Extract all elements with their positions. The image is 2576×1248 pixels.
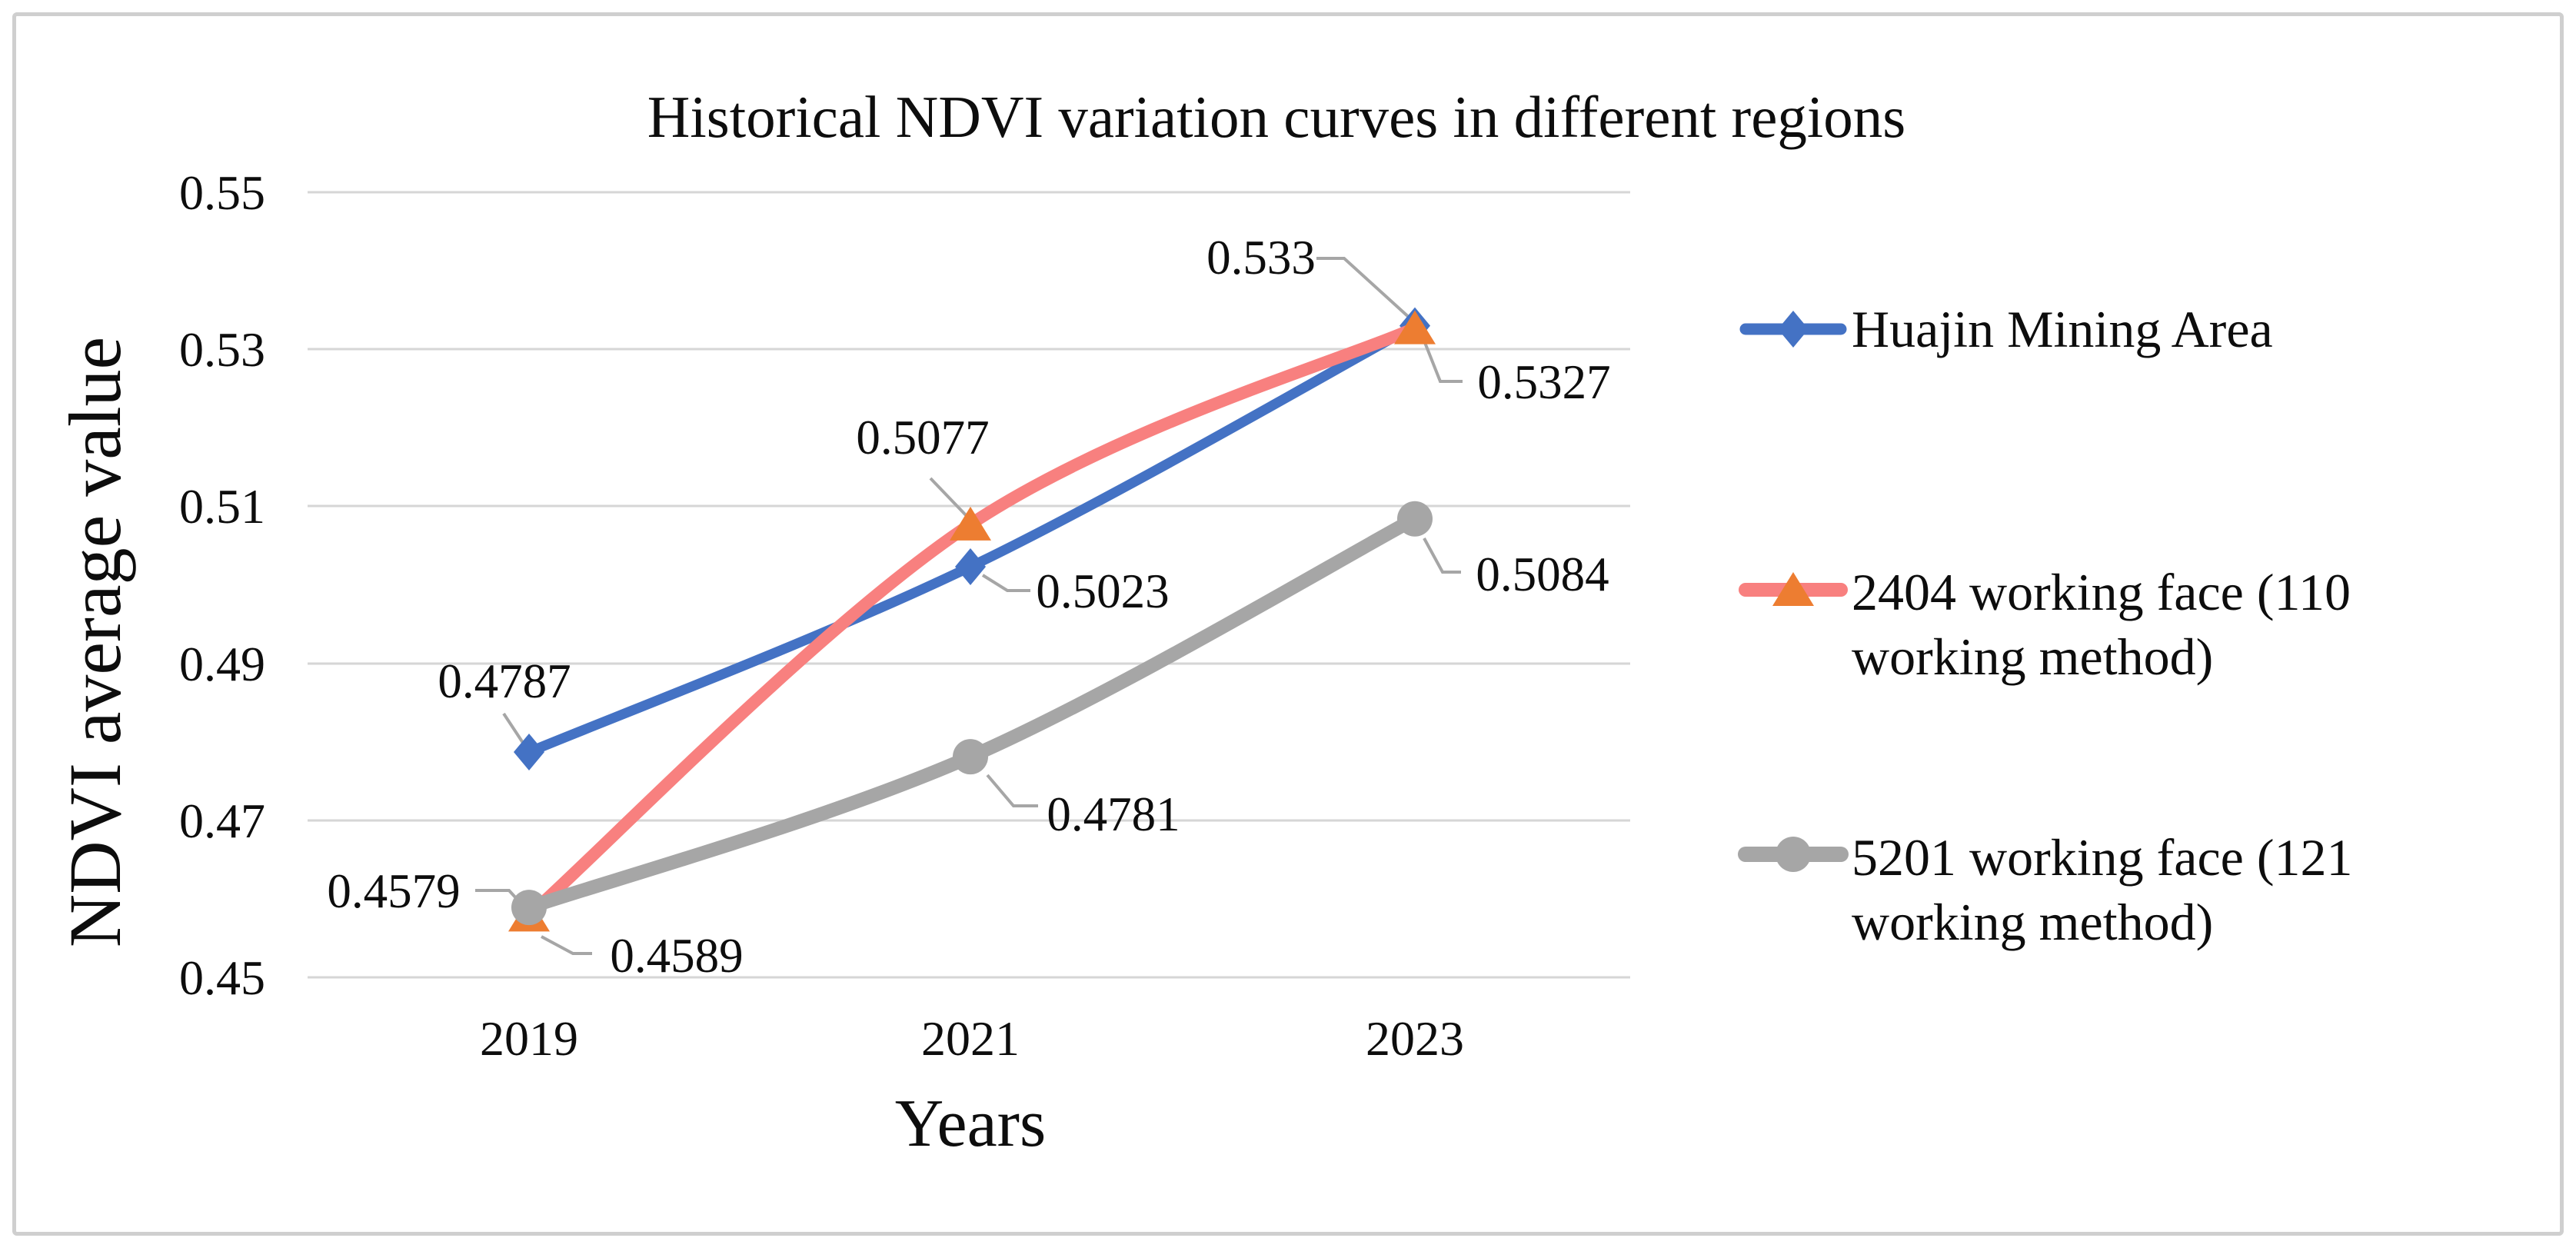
leader-5201-2021 — [986, 774, 1038, 807]
series-5201-working-face — [511, 501, 1433, 926]
data-label-huajin-2019: 0.4787 — [438, 654, 571, 708]
x-axis-title: Years — [895, 1087, 1046, 1161]
diamond-marker-icon — [1778, 311, 1809, 348]
diamond-marker-icon — [514, 733, 544, 770]
gridlines — [308, 191, 1630, 979]
leader-2404-2021 — [929, 477, 969, 518]
legend-item-2404: 2404 working face (110 working method) — [1852, 563, 2351, 686]
x-tick-2023: 2023 — [1366, 1011, 1464, 1066]
circle-marker-icon — [953, 739, 988, 775]
data-label-2404-2019: 0.4579 — [327, 864, 460, 918]
data-label-huajin-2021: 0.5023 — [1036, 564, 1169, 618]
x-tick-2019: 2019 — [480, 1011, 578, 1066]
triangle-marker-icon — [950, 506, 991, 541]
data-label-2404-2021: 0.5077 — [856, 411, 989, 464]
data-label-5201-2019: 0.4589 — [610, 929, 743, 983]
y-tick-0.47: 0.47 — [179, 794, 265, 848]
y-tick-0.51: 0.51 — [179, 479, 265, 534]
data-label-leaders — [475, 257, 1463, 955]
leader-5201-2019 — [541, 935, 592, 955]
circle-marker-icon — [1397, 501, 1433, 537]
leader-5201-2023 — [1423, 537, 1461, 574]
x-axis-tick-labels: 2019 2021 2023 — [480, 1011, 1464, 1066]
chart-title: Historical NDVI variation curves in diff… — [647, 84, 1905, 150]
circle-marker-icon — [1776, 837, 1811, 872]
data-labels: 0.4787 0.5023 0.533 0.4579 0.5077 0.5327… — [327, 231, 1610, 983]
triangle-marker-icon — [1772, 572, 1814, 606]
data-label-5201-2021: 0.4781 — [1047, 787, 1180, 841]
data-label-5201-2023: 0.5084 — [1476, 547, 1609, 601]
data-label-huajin-2023: 0.533 — [1206, 231, 1316, 285]
leader-huajin-2023 — [1316, 257, 1413, 321]
y-axis-title: NDVI average value — [54, 337, 136, 947]
series-2404-working-face — [508, 310, 1436, 932]
leader-2404-2023 — [1421, 336, 1463, 383]
legend-item-huajin: Huajin Mining Area — [1852, 300, 2273, 358]
x-tick-2021: 2021 — [921, 1011, 1020, 1066]
data-label-2404-2023: 0.5327 — [1477, 355, 1610, 409]
diamond-marker-icon — [955, 548, 986, 586]
y-tick-0.45: 0.45 — [179, 950, 265, 1005]
circle-marker-icon — [511, 890, 547, 926]
legend-item-5201: 5201 working face (121 working method) — [1852, 828, 2353, 951]
triangle-marker-icon — [1394, 310, 1436, 344]
y-tick-0.49: 0.49 — [179, 637, 265, 691]
y-axis-tick-labels: 0.55 0.53 0.51 0.49 0.47 0.45 — [179, 165, 265, 1005]
y-tick-0.53: 0.53 — [179, 322, 265, 377]
y-tick-0.55: 0.55 — [179, 165, 265, 220]
leader-huajin-2021 — [981, 574, 1030, 592]
legend-markers — [1738, 311, 1849, 872]
